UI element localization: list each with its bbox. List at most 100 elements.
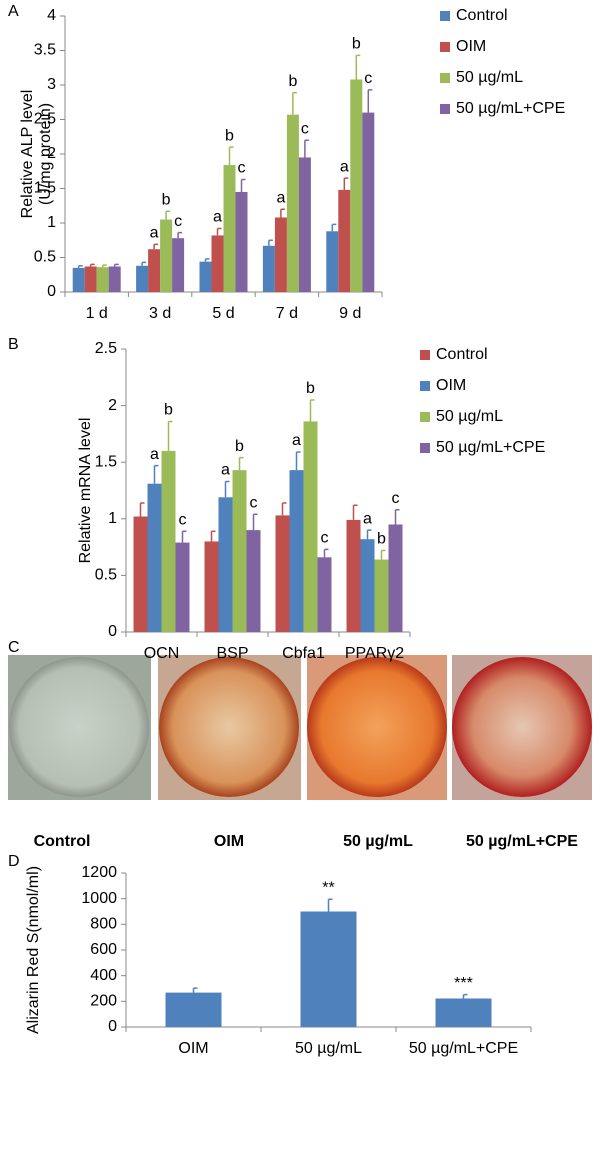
bar: [96, 267, 109, 292]
y-tick-label: 600: [90, 941, 117, 958]
significance-label: a: [221, 462, 230, 479]
error-bar: [153, 243, 159, 250]
significance-label: c: [179, 511, 187, 528]
error-bar: [181, 530, 187, 543]
error-bar: [228, 146, 234, 166]
legend-label: Control: [436, 346, 488, 363]
error-bar: [139, 502, 145, 517]
bar: [133, 516, 148, 632]
y-tick-label: 3.5: [34, 42, 56, 59]
error-bar: [352, 504, 358, 520]
y-tick-label: 2: [108, 397, 117, 414]
error-bar: [367, 89, 373, 113]
y-tick-label: 2.5: [34, 111, 56, 128]
legend-label: 50 µg/mL: [456, 69, 523, 86]
error-bar: [101, 264, 107, 268]
significance-label: c: [301, 120, 309, 137]
y-tick-label: 0: [108, 1018, 117, 1035]
legend-label: 50 µg/mL+CPE: [456, 100, 565, 117]
bar: [136, 265, 149, 292]
y-tick-label: 2.5: [95, 340, 117, 357]
photo-caption: Control: [34, 833, 91, 850]
y-tick-label: 0.5: [95, 567, 117, 584]
error-bar: [204, 258, 210, 262]
error-bar: [462, 993, 468, 999]
bar: [286, 114, 299, 292]
significance-label: a: [363, 510, 372, 527]
bar: [298, 157, 311, 292]
significance-label: ***: [454, 975, 473, 992]
bar: [350, 79, 363, 292]
bar: [165, 992, 222, 1027]
significance-label: b: [225, 127, 234, 144]
error-bar: [113, 263, 119, 267]
photo-dish: [452, 657, 592, 797]
bar: [235, 191, 248, 292]
error-bar: [141, 261, 147, 266]
legend-label: OIM: [456, 38, 486, 55]
x-tick-label: 5 d: [212, 305, 234, 322]
significance-label: b: [306, 380, 315, 397]
error-bar: [240, 178, 246, 192]
bar: [175, 542, 190, 632]
y-tick-label: 800: [90, 916, 117, 933]
y-tick-label: 1000: [81, 890, 117, 907]
bar: [172, 238, 185, 292]
bar: [148, 249, 161, 292]
error-bar: [309, 399, 315, 422]
photo-caption: 50 µg/mL+CPE: [466, 833, 578, 850]
legend-swatch: [440, 42, 450, 52]
bar: [289, 470, 304, 632]
panel-label: D: [8, 853, 20, 870]
x-tick-label: Cbfa1: [282, 645, 325, 662]
significance-label: c: [238, 160, 246, 177]
y-tick-label: 400: [90, 967, 117, 984]
bar: [211, 235, 224, 292]
bar: [360, 539, 375, 632]
bar: [223, 165, 236, 292]
y-axis-label: Alizarin Red S(nmol/ml): [25, 866, 42, 1034]
y-tick-label: 4: [47, 7, 56, 24]
bar: [374, 559, 389, 632]
bar: [326, 231, 339, 292]
error-bar: [167, 420, 173, 451]
x-tick-label: 50 µg/mL: [295, 1040, 362, 1057]
error-bar: [210, 530, 216, 542]
error-bar: [394, 508, 400, 525]
y-tick-label: 1: [108, 510, 117, 527]
significance-label: a: [292, 432, 301, 449]
panel-label: C: [8, 639, 20, 656]
x-tick-label: BSP: [216, 645, 248, 662]
significance-label: b: [377, 531, 386, 548]
bar: [161, 450, 176, 632]
photo-panel: C Control OIM 50 µg/mL 50 µg/mL+CPE: [8, 639, 592, 850]
bar: [303, 421, 318, 632]
significance-label: a: [276, 189, 285, 206]
x-tick-label: 50 µg/mL+CPE: [409, 1040, 518, 1057]
y-tick-label: 0: [108, 623, 117, 640]
bar: [300, 911, 357, 1027]
error-bar: [327, 898, 333, 912]
y-tick-label: 3: [47, 76, 56, 93]
y-tick-label: 1.5: [34, 180, 56, 197]
error-bar: [216, 227, 222, 236]
significance-label: **: [322, 880, 334, 897]
y-tick-label: 200: [90, 993, 117, 1010]
significance-label: a: [213, 209, 222, 226]
y-tick-label: 2: [47, 145, 56, 162]
x-tick-label: OCN: [144, 645, 180, 662]
significance-label: a: [340, 158, 349, 175]
y-axis-label: (U/mg protein): [37, 103, 54, 205]
y-tick-label: 0.5: [34, 249, 56, 266]
error-bar: [252, 513, 258, 531]
error-bar: [238, 456, 244, 471]
panel-label: A: [8, 3, 19, 20]
bar: [274, 217, 287, 292]
y-tick-label: 1200: [81, 864, 117, 881]
error-bar: [192, 987, 198, 993]
legend-swatch: [420, 443, 430, 453]
legend-swatch: [420, 381, 430, 391]
significance-label: b: [235, 438, 244, 455]
x-tick-label: 9 d: [339, 305, 361, 322]
